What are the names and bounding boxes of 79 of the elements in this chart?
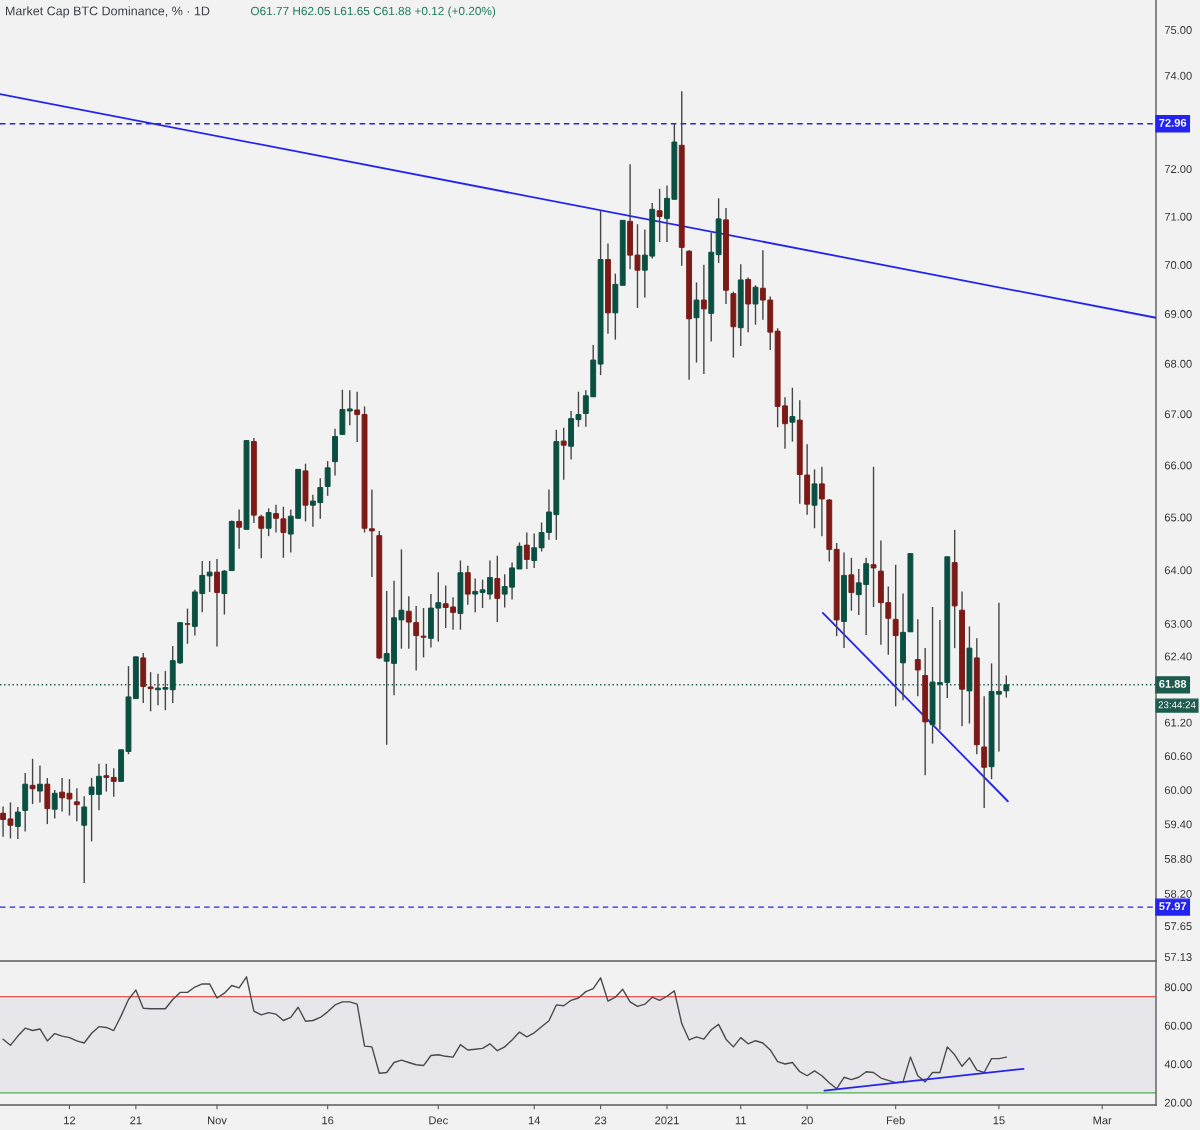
candlestick bbox=[752, 284, 759, 326]
candlestick bbox=[848, 557, 855, 612]
y-tick-label: 57.13 bbox=[1164, 953, 1192, 961]
candlestick bbox=[37, 764, 43, 804]
y-tick-label: 20.00 bbox=[1164, 1098, 1192, 1107]
candlestick bbox=[811, 468, 818, 529]
x-tick-label: 2021 bbox=[655, 1116, 679, 1125]
chart-title: Market Cap BTC Dominance, % · 1D bbox=[6, 6, 210, 18]
candlestick bbox=[914, 618, 921, 698]
x-tick-label: 12 bbox=[64, 1116, 76, 1125]
candlestick bbox=[693, 281, 700, 364]
candlestick bbox=[981, 695, 988, 809]
candlestick bbox=[221, 569, 228, 616]
y-tick-label: 71.00 bbox=[1164, 212, 1192, 221]
candlestick bbox=[494, 555, 501, 623]
y-tick-label: 72.00 bbox=[1164, 165, 1192, 174]
y-tick-label: 60.00 bbox=[1164, 786, 1192, 795]
candlestick bbox=[789, 386, 796, 443]
candlestick bbox=[110, 767, 117, 798]
y-tick-label: 66.00 bbox=[1164, 461, 1192, 470]
candlestick bbox=[700, 264, 707, 375]
x-tick-label: Mar bbox=[1093, 1116, 1112, 1125]
candlestick bbox=[14, 806, 21, 840]
x-tick-label: Feb bbox=[887, 1116, 905, 1125]
y-tick-label: 75.00 bbox=[1164, 26, 1192, 34]
x-tick-label: Dec bbox=[429, 1116, 448, 1125]
y-tick-label: 60.60 bbox=[1164, 752, 1192, 761]
x-tick-label: 20 bbox=[801, 1116, 813, 1125]
y-tick-label: 74.00 bbox=[1164, 71, 1192, 80]
y-tick-label: 64.00 bbox=[1164, 566, 1192, 575]
ref-line-label: 72.96 bbox=[1159, 118, 1187, 127]
y-tick-label: 80.00 bbox=[1164, 983, 1192, 992]
candlestick bbox=[870, 466, 877, 608]
y-tick-label: 70.00 bbox=[1164, 261, 1192, 269]
y-tick-label: 61.20 bbox=[1164, 718, 1192, 727]
candlestick bbox=[464, 565, 471, 606]
candlestick bbox=[265, 507, 272, 537]
y-tick-label: 68.00 bbox=[1164, 359, 1192, 368]
ref-line-label: 61.88 bbox=[1159, 679, 1187, 688]
candlestick bbox=[103, 763, 110, 793]
y-tick-label: 57.65 bbox=[1164, 922, 1192, 931]
candlestick bbox=[147, 671, 154, 713]
candlestick bbox=[258, 513, 265, 560]
x-tick-label: Nov bbox=[208, 1116, 227, 1125]
y-tick-label: 59.40 bbox=[1164, 820, 1192, 829]
candlestick bbox=[346, 389, 353, 426]
x-tick-label: 21 bbox=[130, 1116, 142, 1125]
candlestick bbox=[892, 564, 899, 708]
candlestick bbox=[81, 795, 88, 884]
x-tick-label: 15 bbox=[993, 1116, 1005, 1125]
ref-line-label: 57.97 bbox=[1159, 902, 1187, 911]
candlestick bbox=[656, 188, 663, 243]
y-tick-label: 69.00 bbox=[1164, 310, 1192, 318]
y-tick-label: 62.40 bbox=[1164, 652, 1192, 661]
candlestick bbox=[523, 531, 530, 570]
y-tick-label: 40.00 bbox=[1164, 1060, 1192, 1069]
candlestick bbox=[206, 560, 213, 593]
candlestick bbox=[214, 558, 220, 648]
y-tick-label: 58.20 bbox=[1164, 889, 1192, 898]
y-tick-label: 60.00 bbox=[1164, 1021, 1192, 1030]
line-series bbox=[2, 976, 1008, 1090]
y-tick-label: 67.00 bbox=[1164, 410, 1192, 419]
annotation: 23:44:24 bbox=[1158, 701, 1196, 709]
candlestick bbox=[73, 787, 80, 822]
candlestick bbox=[560, 427, 567, 481]
candlestick bbox=[324, 460, 331, 497]
x-tick-label: 23 bbox=[594, 1116, 607, 1125]
y-tick-label: 63.00 bbox=[1164, 619, 1192, 628]
candlestick bbox=[51, 789, 58, 820]
text: O61.77 H62.05 L61.65 C61.88 +0.12 (+0.20%) bbox=[250, 6, 496, 18]
candlestick bbox=[184, 607, 191, 645]
x-tick-label: 14 bbox=[528, 1116, 541, 1125]
candlestick bbox=[236, 508, 243, 550]
y-tick-label: 58.80 bbox=[1164, 854, 1192, 863]
candlestick bbox=[420, 607, 427, 659]
x-tick-label: 11 bbox=[735, 1116, 746, 1125]
x-tick-label: 16 bbox=[322, 1116, 334, 1125]
y-tick-label: 65.00 bbox=[1164, 513, 1192, 522]
candlestick bbox=[29, 758, 36, 805]
